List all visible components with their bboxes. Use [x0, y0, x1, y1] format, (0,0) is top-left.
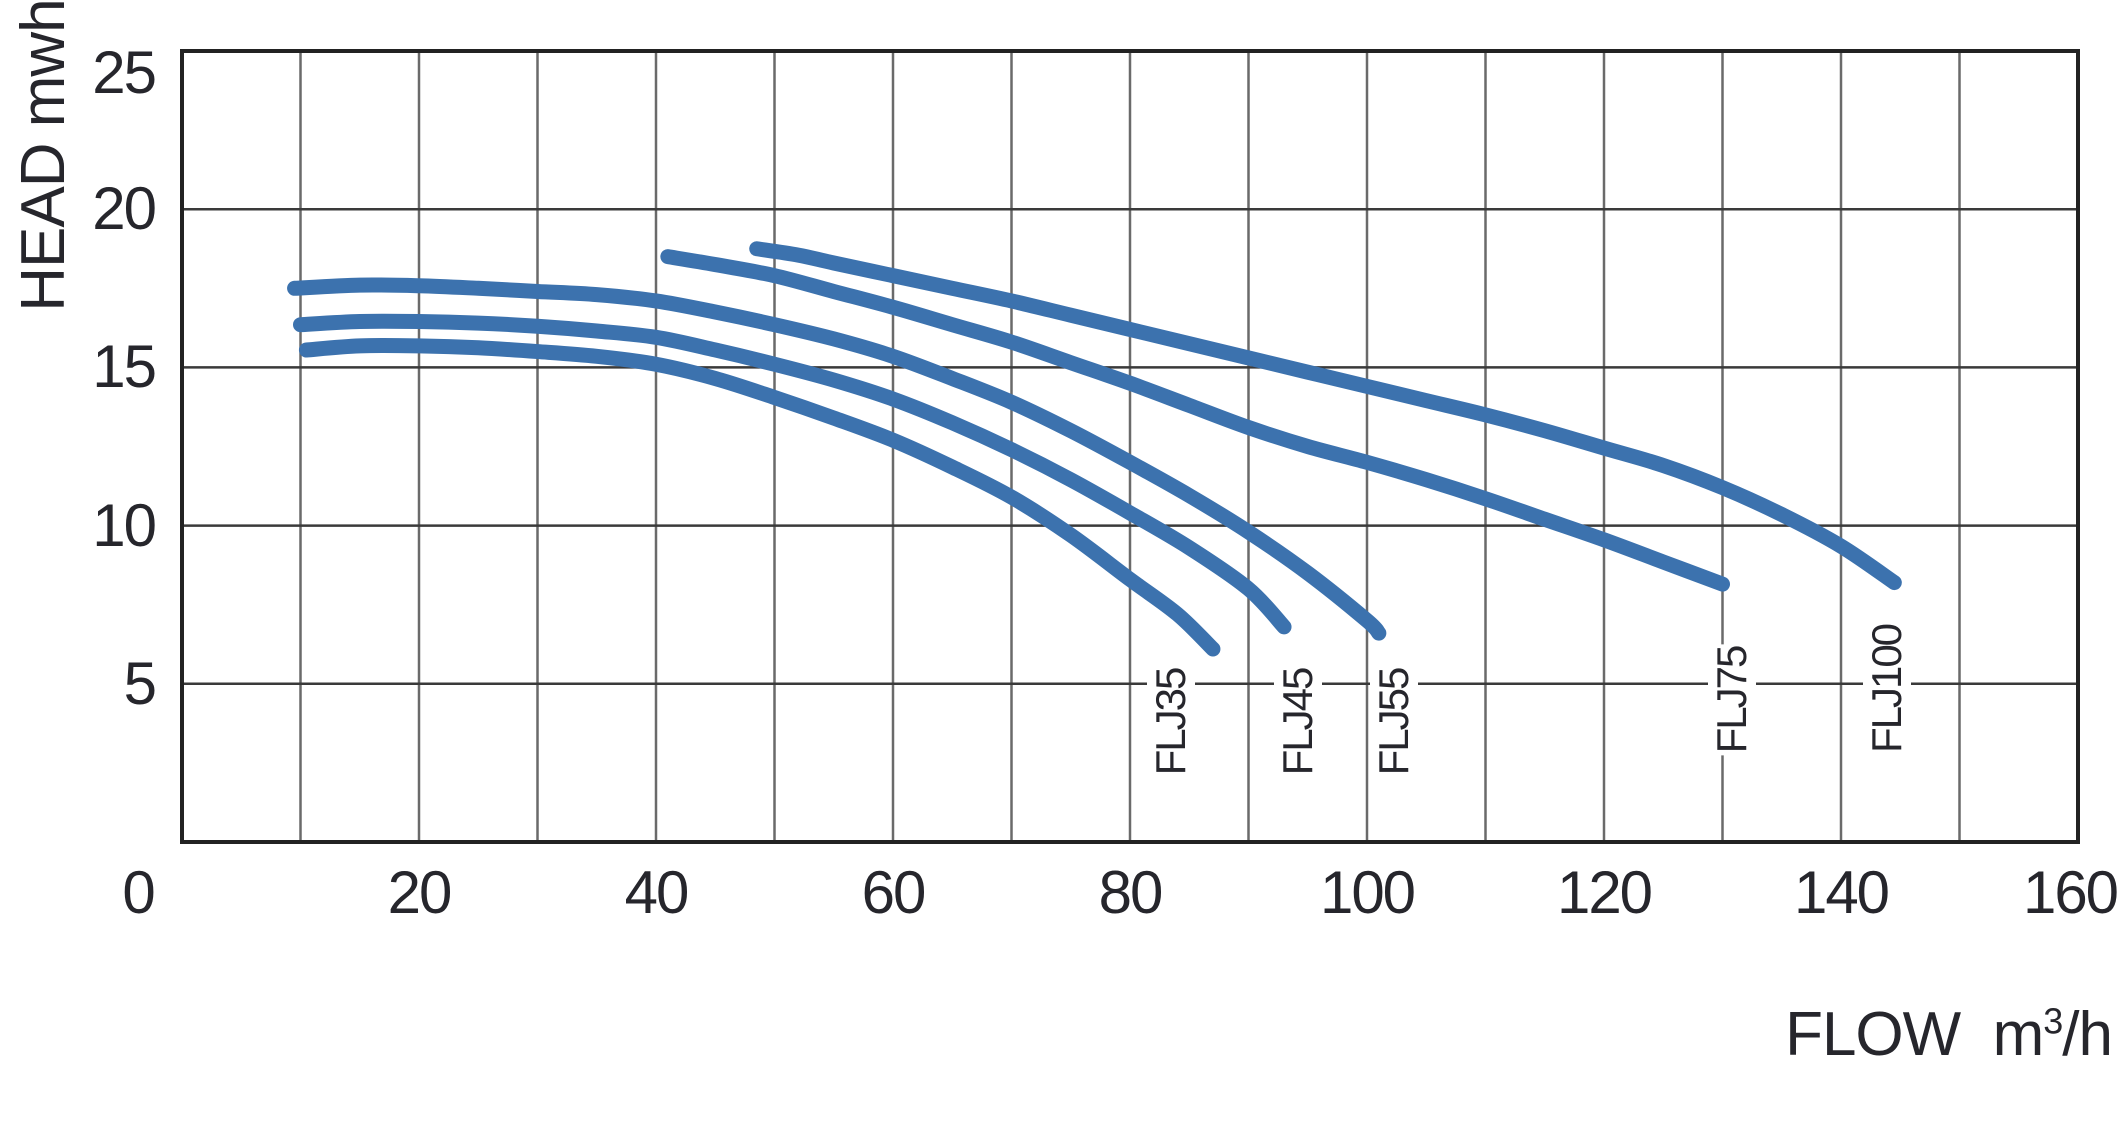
x-tick-label-40: 40 — [624, 859, 690, 926]
y-tick-label-10: 10 — [92, 491, 157, 559]
plot-border — [180, 49, 2080, 844]
curve-FLJ75 — [660, 249, 1730, 592]
x-tick-label-0: 0 — [122, 859, 155, 926]
x-axis-title: FLOW m3/h — [1720, 942, 2113, 1128]
curve-label-FLJ75: FLJ75 — [1707, 644, 1756, 755]
x-tick-label-140: 140 — [1793, 859, 1890, 926]
y-tick-label-20: 20 — [92, 175, 157, 243]
x-axis-title-suffix: /h — [2062, 1000, 2113, 1069]
curve-FLJ55 — [287, 277, 1387, 641]
x-axis-title-superscript: 3 — [2043, 1000, 2063, 1042]
x-axis-title-prefix: FLOW m — [1785, 1000, 2044, 1069]
curve-label-FLJ100: FLJ100 — [1863, 622, 1912, 755]
x-tick-label-80: 80 — [1098, 859, 1164, 926]
x-tick-label-20: 20 — [387, 859, 453, 926]
x-tick-label-60: 60 — [861, 859, 927, 926]
y-tick-label-25: 25 — [92, 39, 157, 106]
curve-label-FLJ45: FLJ45 — [1274, 666, 1323, 778]
curve-FLJ35 — [298, 337, 1221, 657]
pump-curve-chart: HEAD mwh FLOW m3/h FLJ35 FLJ45 FLJ55 FLJ75 F… — [9, 0, 2120, 1066]
curve-label-FLJ55: FLJ55 — [1370, 666, 1419, 778]
curve-FLJ45 — [293, 313, 1292, 635]
y-tick-label-15: 15 — [92, 333, 157, 401]
y-tick-label-5: 5 — [123, 649, 157, 717]
x-tick-label-160: 160 — [2022, 859, 2119, 926]
curve-label-FLJ35: FLJ35 — [1147, 666, 1196, 778]
y-axis-title-text: HEAD mwh — [9, 0, 78, 312]
x-tick-label-100: 100 — [1319, 859, 1416, 926]
x-tick-label-120: 120 — [1556, 859, 1653, 926]
curve-FLJ100 — [749, 241, 1902, 591]
